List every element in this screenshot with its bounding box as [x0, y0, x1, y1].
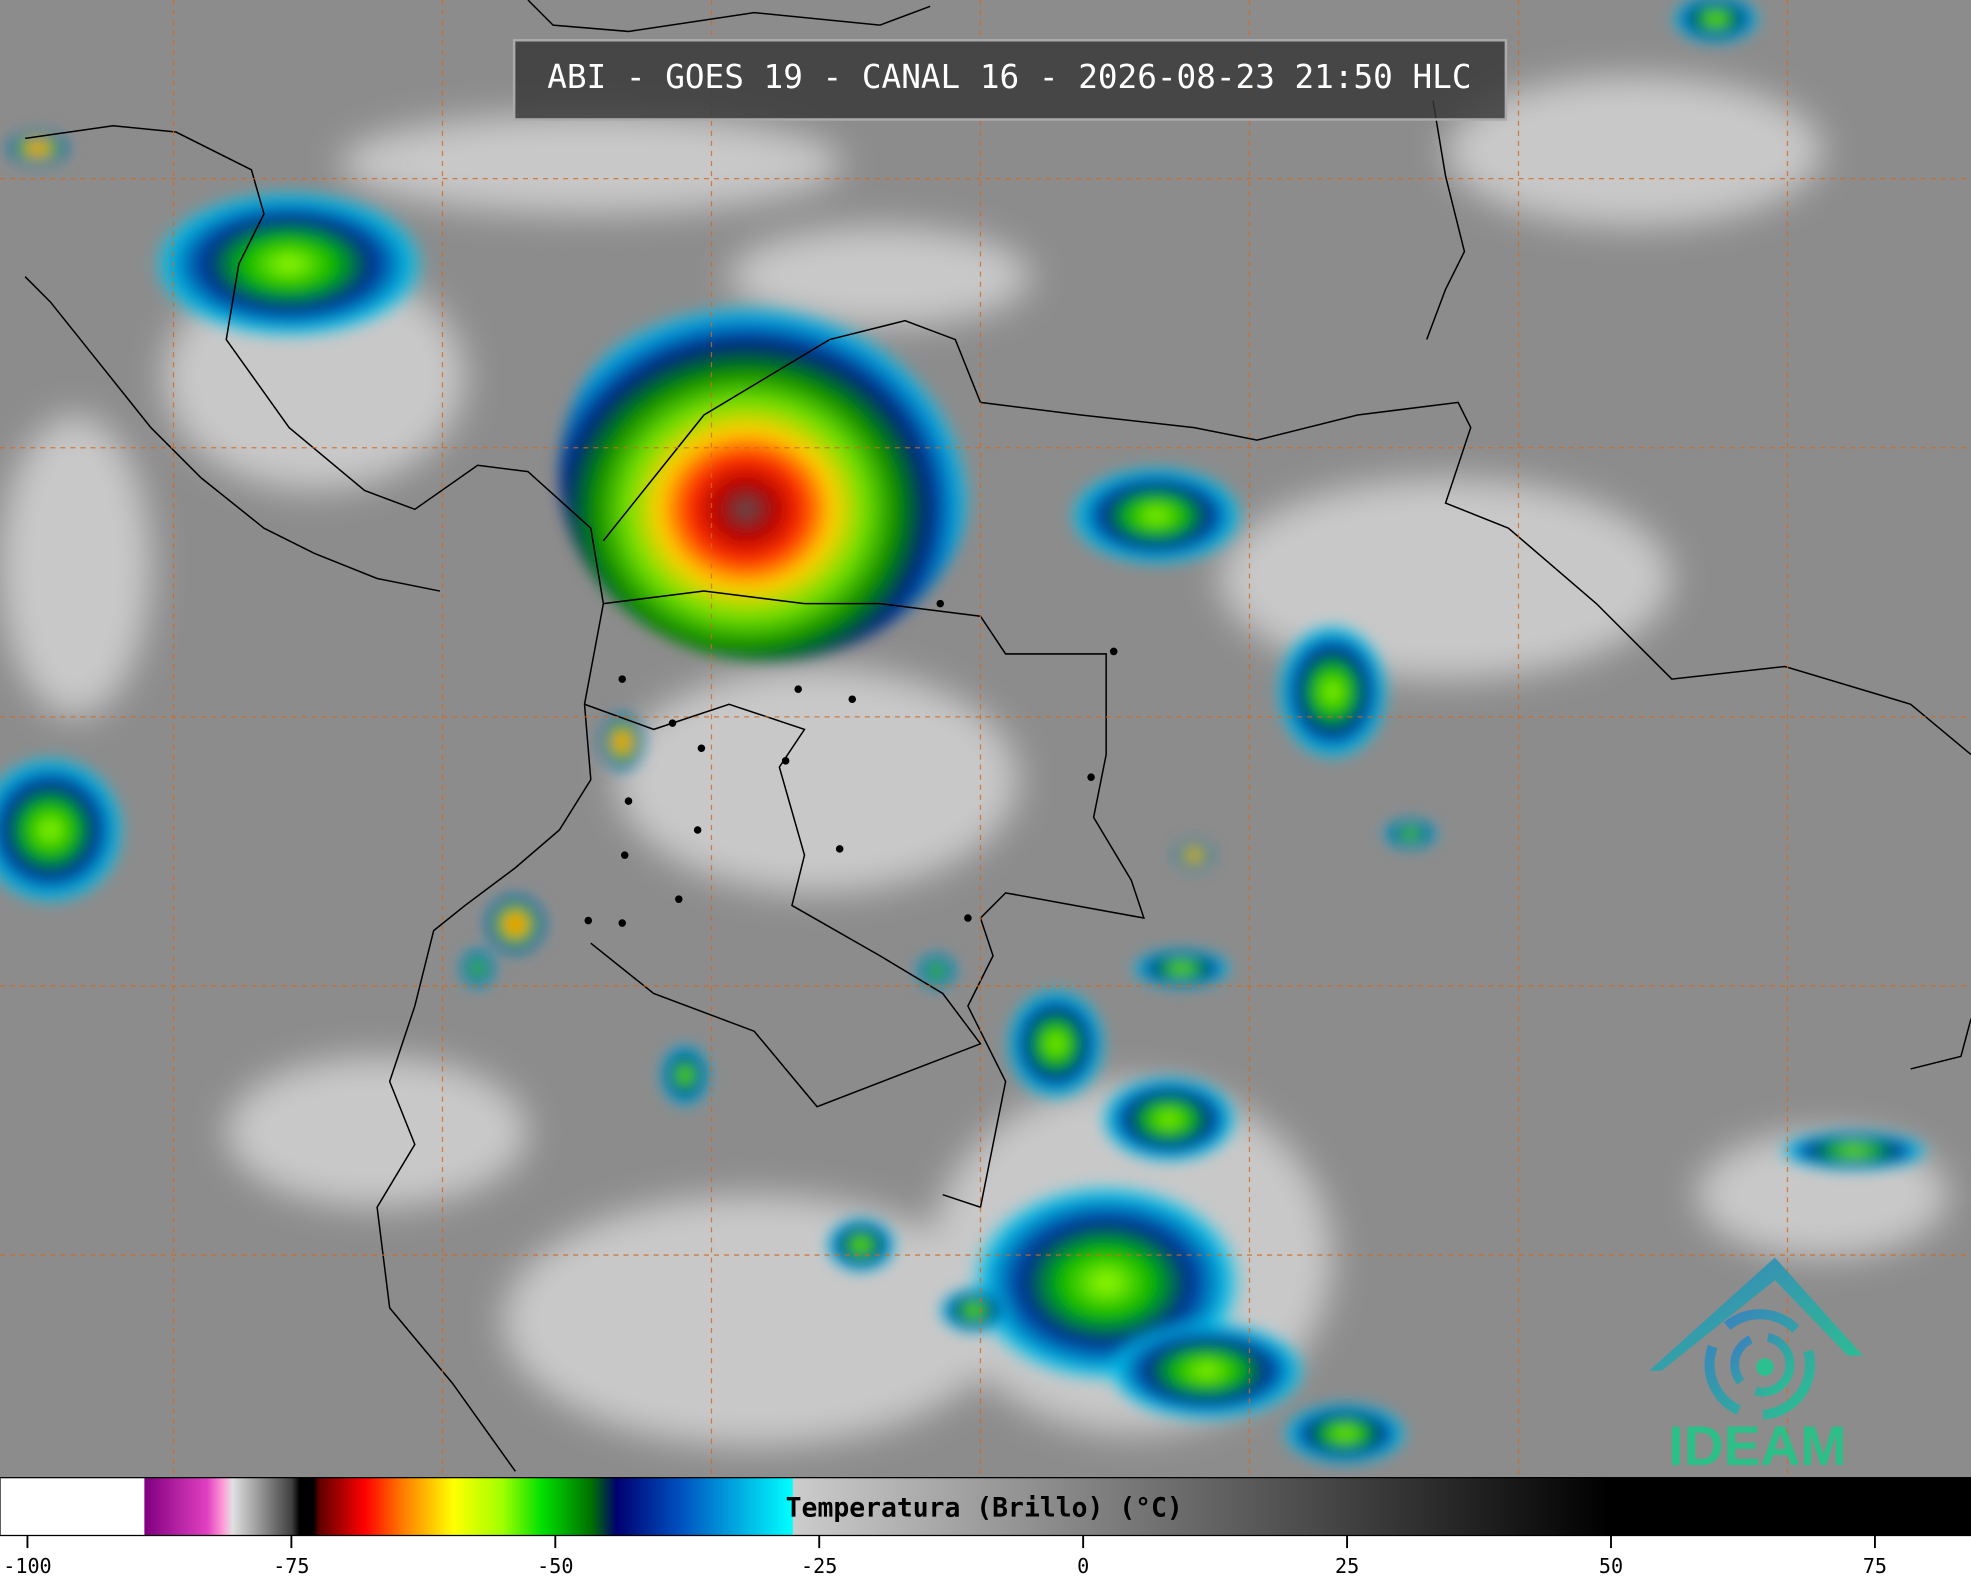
- title: ABI - GOES 19 - CANAL 16 - 2026-08-23 21…: [547, 58, 1471, 96]
- logo: IDEAM: [1649, 1257, 1863, 1477]
- coastlines: [24, 0, 1971, 1472]
- colorbar-label: Temperatura (Brillo) (°C): [786, 1493, 1183, 1524]
- logo-text: IDEAM: [1668, 1415, 1846, 1477]
- colorbar-tick-label: -100: [3, 1554, 51, 1577]
- colorbar-tick-label: 75: [1863, 1554, 1887, 1577]
- colorbar-gradient: [0, 1477, 1971, 1537]
- convection: [0, 0, 1930, 1466]
- colorbar-tick-label: 0: [1077, 1554, 1089, 1577]
- colorbar-tick-label: 25: [1335, 1554, 1359, 1577]
- colorbar-tick-label: -75: [273, 1554, 309, 1577]
- colorbar-tick-label: -25: [801, 1554, 837, 1577]
- colorbar: Temperatura (Brillo) (°C): [0, 1477, 1971, 1537]
- map: [0, 0, 1971, 1478]
- title-box: ABI - GOES 19 - CANAL 16 - 2026-08-23 21…: [512, 38, 1508, 121]
- lat-lon-grid: [0, 0, 1971, 1478]
- colorbar-tick-label: 50: [1599, 1554, 1623, 1577]
- city-dots: [584, 599, 1118, 927]
- colorbar-tick-label: -50: [537, 1554, 573, 1577]
